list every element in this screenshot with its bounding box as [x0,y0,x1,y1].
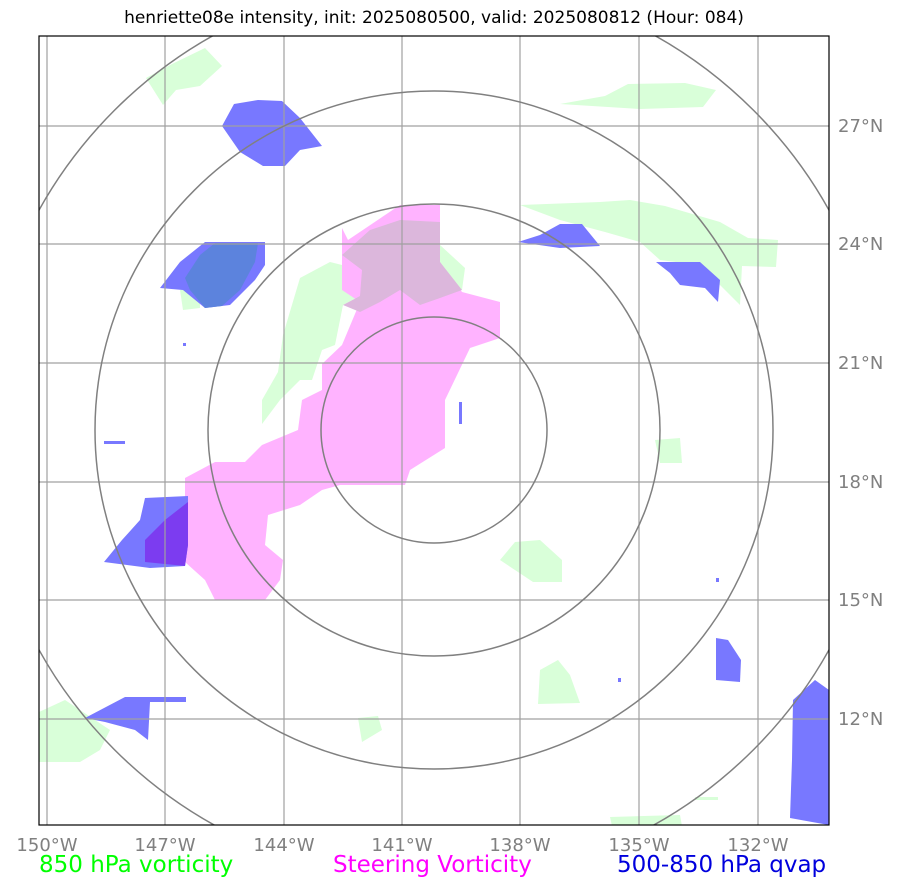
vorticity-region [358,716,382,742]
qvap-region [459,402,462,424]
qvap-regions [85,100,829,825]
lon-label: 132°W [727,835,788,856]
legend-qvap: 500-850 hPa qvap [617,852,827,878]
vorticity-region [262,262,362,424]
lon-label: 138°W [489,835,550,856]
qvap-region [183,343,186,346]
lat-label: 15°N [838,590,883,611]
lon-label: 150°W [16,835,77,856]
vorticity-region [655,438,682,463]
qvap-region [104,441,125,444]
qvap-region [790,680,829,825]
lon-label: 141°W [371,835,432,856]
vorticity-region [520,200,778,305]
vorticity-region [146,48,222,105]
qvap-region [716,578,719,582]
range-rings [39,36,829,825]
qvap-region [656,262,720,302]
longitude-labels: 150°W 147°W 144°W 141°W 138°W 135°W 132°… [16,835,788,856]
vorticity-region [500,540,562,582]
lat-label: 24°N [838,234,883,255]
legend-steering-vorticity: Steering Vorticity [333,852,532,878]
range-ring [320,316,548,544]
qvap-region [618,678,621,682]
vorticity-region [560,83,716,109]
lon-label: 147°W [134,835,195,856]
lon-label: 135°W [608,835,669,856]
range-ring [207,203,661,657]
vorticity-region [610,815,682,825]
legend-vorticity: 850 hPa vorticity [39,852,234,878]
qvap-region [518,224,600,248]
lat-label: 27°N [838,116,883,137]
lat-label: 18°N [838,472,883,493]
vorticity-region [39,700,110,762]
map-frame [38,35,830,826]
gridlines [39,36,829,825]
lat-label: 21°N [838,353,883,374]
vorticity-region [538,660,580,704]
vorticity-850-regions [39,48,778,825]
lat-label: 12°N [838,709,883,730]
latitude-labels: 27°N 24°N 21°N 18°N 15°N 12°N [838,116,883,730]
qvap-region [185,243,258,308]
chart-title: henriette08e intensity, init: 2025080500… [124,8,744,28]
vorticity-region [695,797,718,800]
qvap-region [145,502,188,566]
qvap-region [716,638,741,682]
range-ring [94,90,774,770]
lon-label: 144°W [253,835,314,856]
